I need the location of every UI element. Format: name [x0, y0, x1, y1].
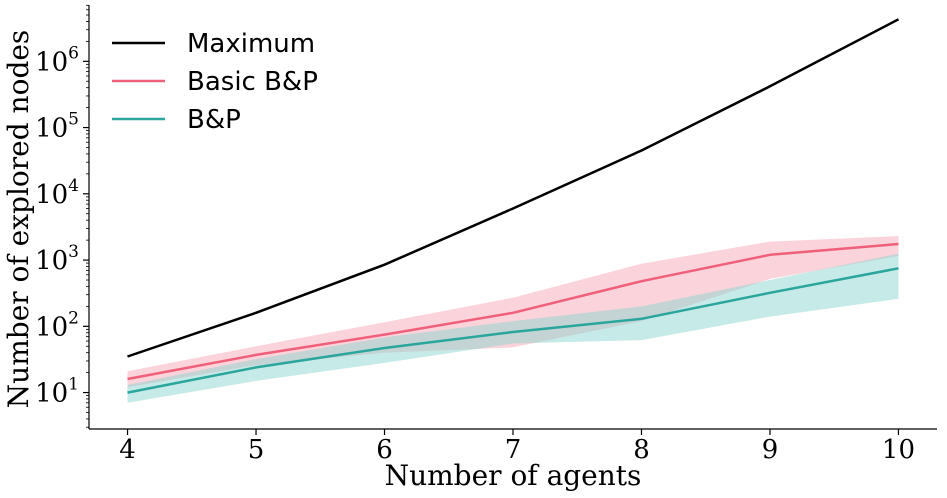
legend-label-2: B&P: [187, 105, 241, 135]
band-series-2: [127, 253, 899, 403]
x-tick-label-4: 8: [633, 435, 650, 465]
y-tick-label-4: 105: [35, 110, 79, 144]
legend-label-0: Maximum: [187, 29, 315, 59]
x-tick-label-1: 5: [248, 435, 265, 465]
x-tick-label-6: 10: [882, 435, 915, 465]
x-tick-label-0: 4: [119, 435, 136, 465]
x-axis-title: Number of agents: [385, 459, 642, 492]
y-tick-label-0: 101: [35, 375, 79, 409]
y-tick-label-3: 104: [35, 176, 79, 210]
legend-label-1: Basic B&P: [187, 67, 318, 97]
axes: 4 5 6 7 8 9 10 101 102 103 104 105 106: [35, 4, 937, 465]
x-tick-label-3: 7: [505, 435, 522, 465]
y-tick-label-1: 102: [35, 308, 79, 342]
confidence-bands: [127, 236, 899, 403]
series-lines: [127, 18, 900, 394]
y-tick-label-2: 103: [35, 242, 79, 276]
x-tick-label-5: 9: [762, 435, 779, 465]
x-tick-label-2: 6: [376, 435, 393, 465]
y-tick-label-5: 106: [35, 43, 79, 77]
y-axis-title: Number of explored nodes: [2, 30, 35, 409]
legend: Maximum Basic B&P B&P: [112, 29, 318, 135]
